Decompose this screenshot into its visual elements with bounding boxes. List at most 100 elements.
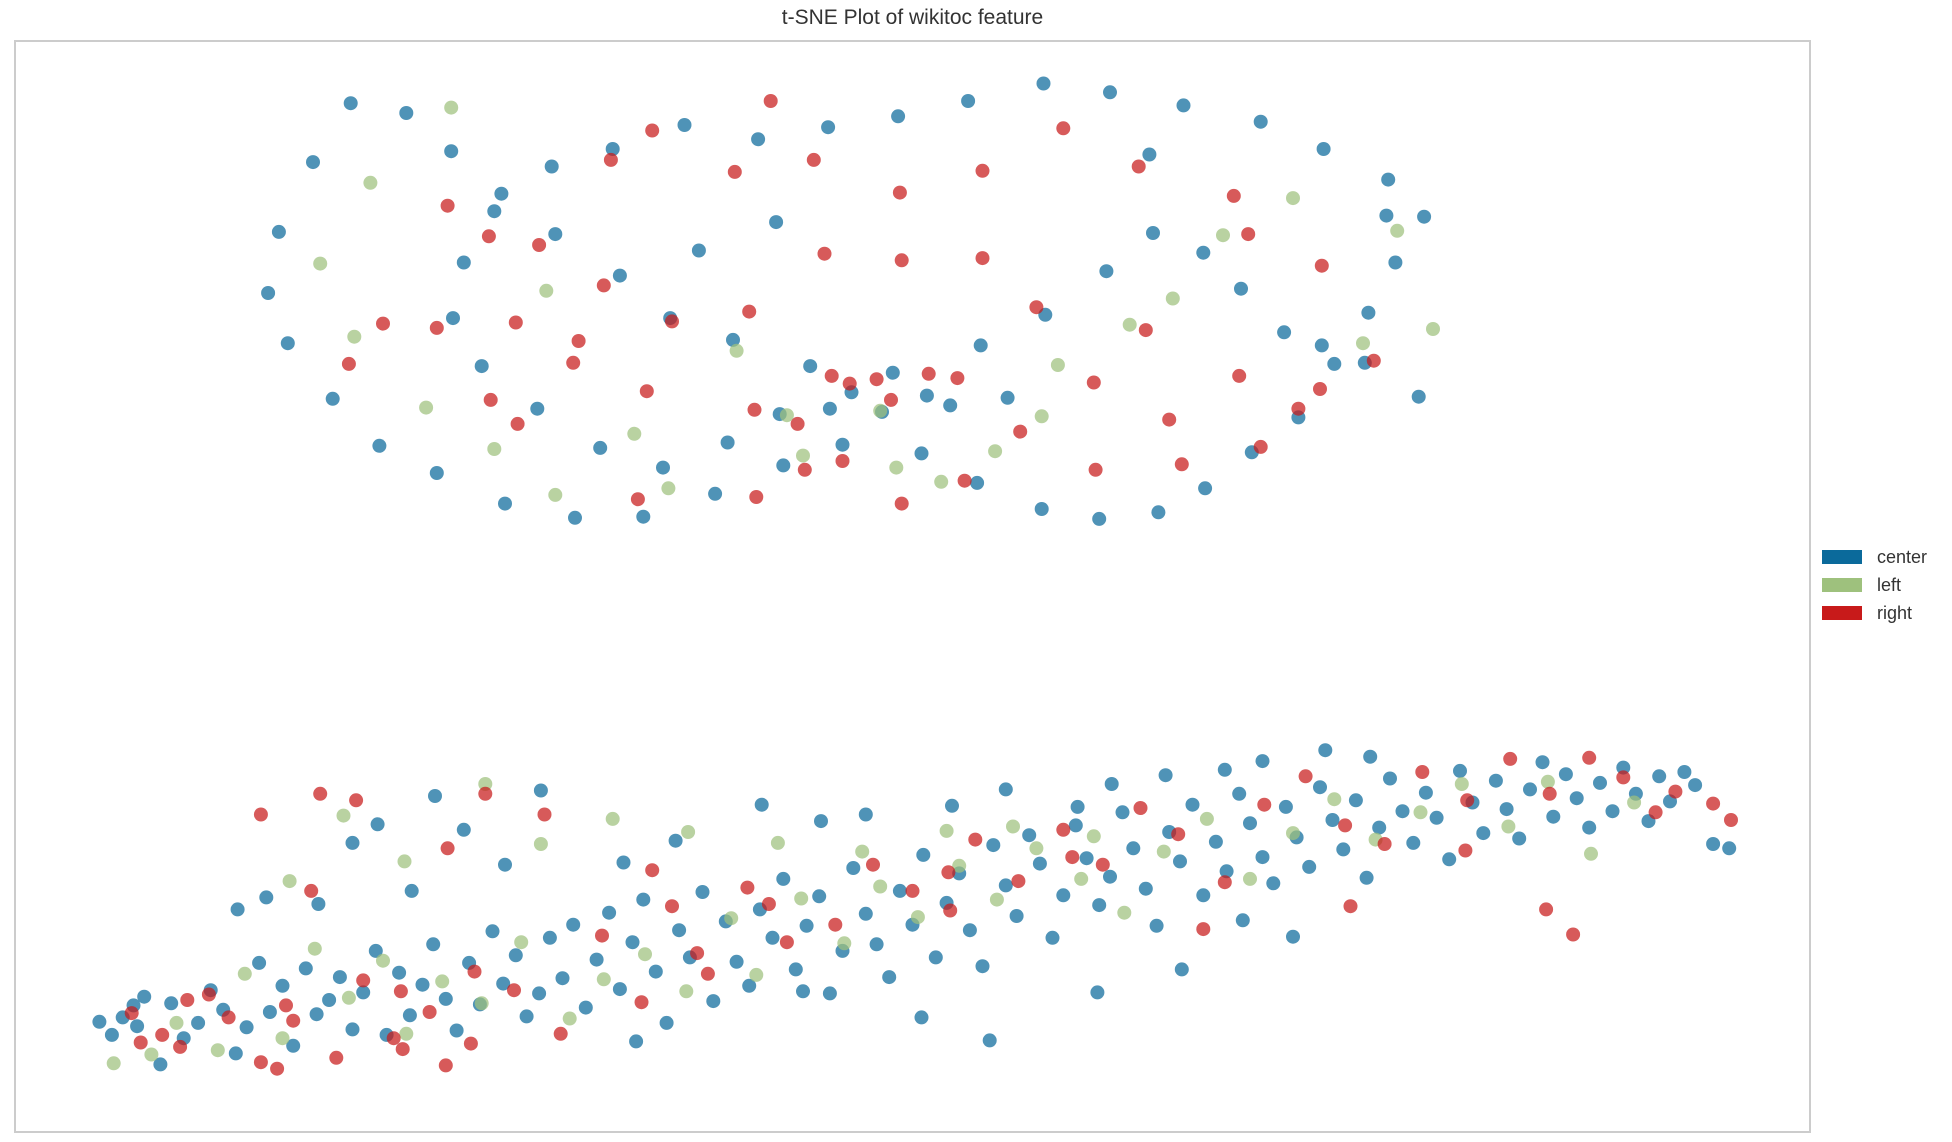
point-left	[237, 966, 252, 981]
point-right	[1171, 827, 1186, 842]
point-center	[1253, 114, 1268, 129]
point-right	[270, 1061, 285, 1076]
legend-label-right: right	[1877, 602, 1913, 623]
point-center	[1176, 98, 1191, 113]
point-right	[797, 462, 812, 477]
point-right	[941, 865, 956, 880]
point-center	[1381, 172, 1396, 187]
point-center	[1688, 778, 1703, 793]
point-center	[426, 937, 441, 952]
point-center	[695, 885, 710, 899]
point-center	[311, 897, 326, 911]
point-right	[943, 903, 958, 918]
point-center	[1198, 481, 1213, 496]
point-center	[1379, 208, 1394, 223]
point-center	[1546, 809, 1561, 824]
point-left	[661, 481, 676, 496]
point-left	[1006, 819, 1020, 834]
point-center	[1488, 773, 1503, 788]
point-center	[799, 918, 814, 933]
point-right	[749, 490, 764, 504]
point-left	[435, 974, 450, 989]
point-center	[1406, 835, 1421, 850]
point-right	[1503, 751, 1518, 766]
point-center	[544, 159, 559, 174]
point-right	[1196, 922, 1211, 937]
point-left	[474, 996, 489, 1011]
point-center	[769, 215, 784, 230]
point-center	[444, 144, 459, 159]
point-center	[720, 435, 735, 450]
point-right	[1377, 837, 1392, 851]
point-right	[349, 793, 364, 808]
point-center	[1032, 856, 1047, 871]
point-center	[998, 878, 1013, 893]
points-layer	[92, 76, 1738, 1076]
point-center	[1363, 749, 1378, 764]
point-right	[329, 1050, 344, 1065]
point-left	[1327, 792, 1342, 807]
point-center	[1523, 782, 1537, 797]
point-right	[700, 966, 715, 981]
point-right	[1668, 784, 1683, 799]
point-center	[1418, 785, 1433, 800]
point-center	[1499, 802, 1514, 817]
point-center	[656, 460, 670, 475]
point-left	[487, 442, 502, 456]
point-center	[508, 948, 523, 963]
point-left	[988, 444, 1003, 459]
point-left	[779, 408, 794, 423]
point-center	[343, 96, 358, 111]
point-center	[858, 807, 873, 822]
point-center	[1677, 765, 1692, 779]
point-left	[376, 953, 390, 968]
point-center	[846, 861, 861, 875]
point-center	[729, 954, 744, 969]
point-center	[593, 440, 608, 455]
point-left	[638, 947, 652, 962]
point-right	[1217, 875, 1232, 890]
point-right	[892, 185, 907, 200]
legend-label-left: left	[1877, 574, 1902, 595]
point-right	[1162, 412, 1177, 427]
point-center	[262, 1005, 277, 1019]
point-center	[1149, 918, 1164, 933]
point-left	[419, 400, 434, 415]
point-right	[1086, 375, 1101, 390]
point-center	[533, 783, 548, 798]
point-right	[1343, 899, 1358, 914]
point-left	[855, 844, 870, 859]
point-center	[1569, 791, 1584, 806]
point-center	[1090, 985, 1105, 1000]
point-center	[659, 1015, 674, 1030]
point-left	[1199, 811, 1214, 826]
point-left	[1454, 777, 1469, 791]
point-center	[612, 982, 627, 997]
point-right	[395, 1042, 410, 1057]
point-center	[137, 989, 152, 1004]
point-right	[747, 402, 762, 417]
point-right	[356, 973, 371, 988]
point-right	[727, 164, 742, 179]
point-center	[970, 475, 985, 490]
point-center	[449, 1023, 464, 1038]
point-center	[372, 438, 387, 453]
point-center	[1173, 854, 1187, 869]
point-left	[106, 1056, 121, 1071]
point-right	[1291, 401, 1306, 416]
point-left	[889, 460, 904, 475]
point-right	[1338, 818, 1353, 833]
legend-swatch-center	[1822, 550, 1862, 564]
point-left	[1216, 228, 1230, 243]
point-right	[1458, 843, 1473, 858]
point-center	[822, 986, 837, 1001]
point-center	[280, 336, 295, 351]
point-right	[957, 473, 972, 488]
point-center	[822, 401, 837, 416]
point-center	[230, 902, 245, 917]
point-center	[982, 1033, 997, 1048]
legend-label-center: center	[1877, 546, 1928, 567]
point-center	[1243, 816, 1257, 831]
point-center	[1325, 813, 1340, 827]
